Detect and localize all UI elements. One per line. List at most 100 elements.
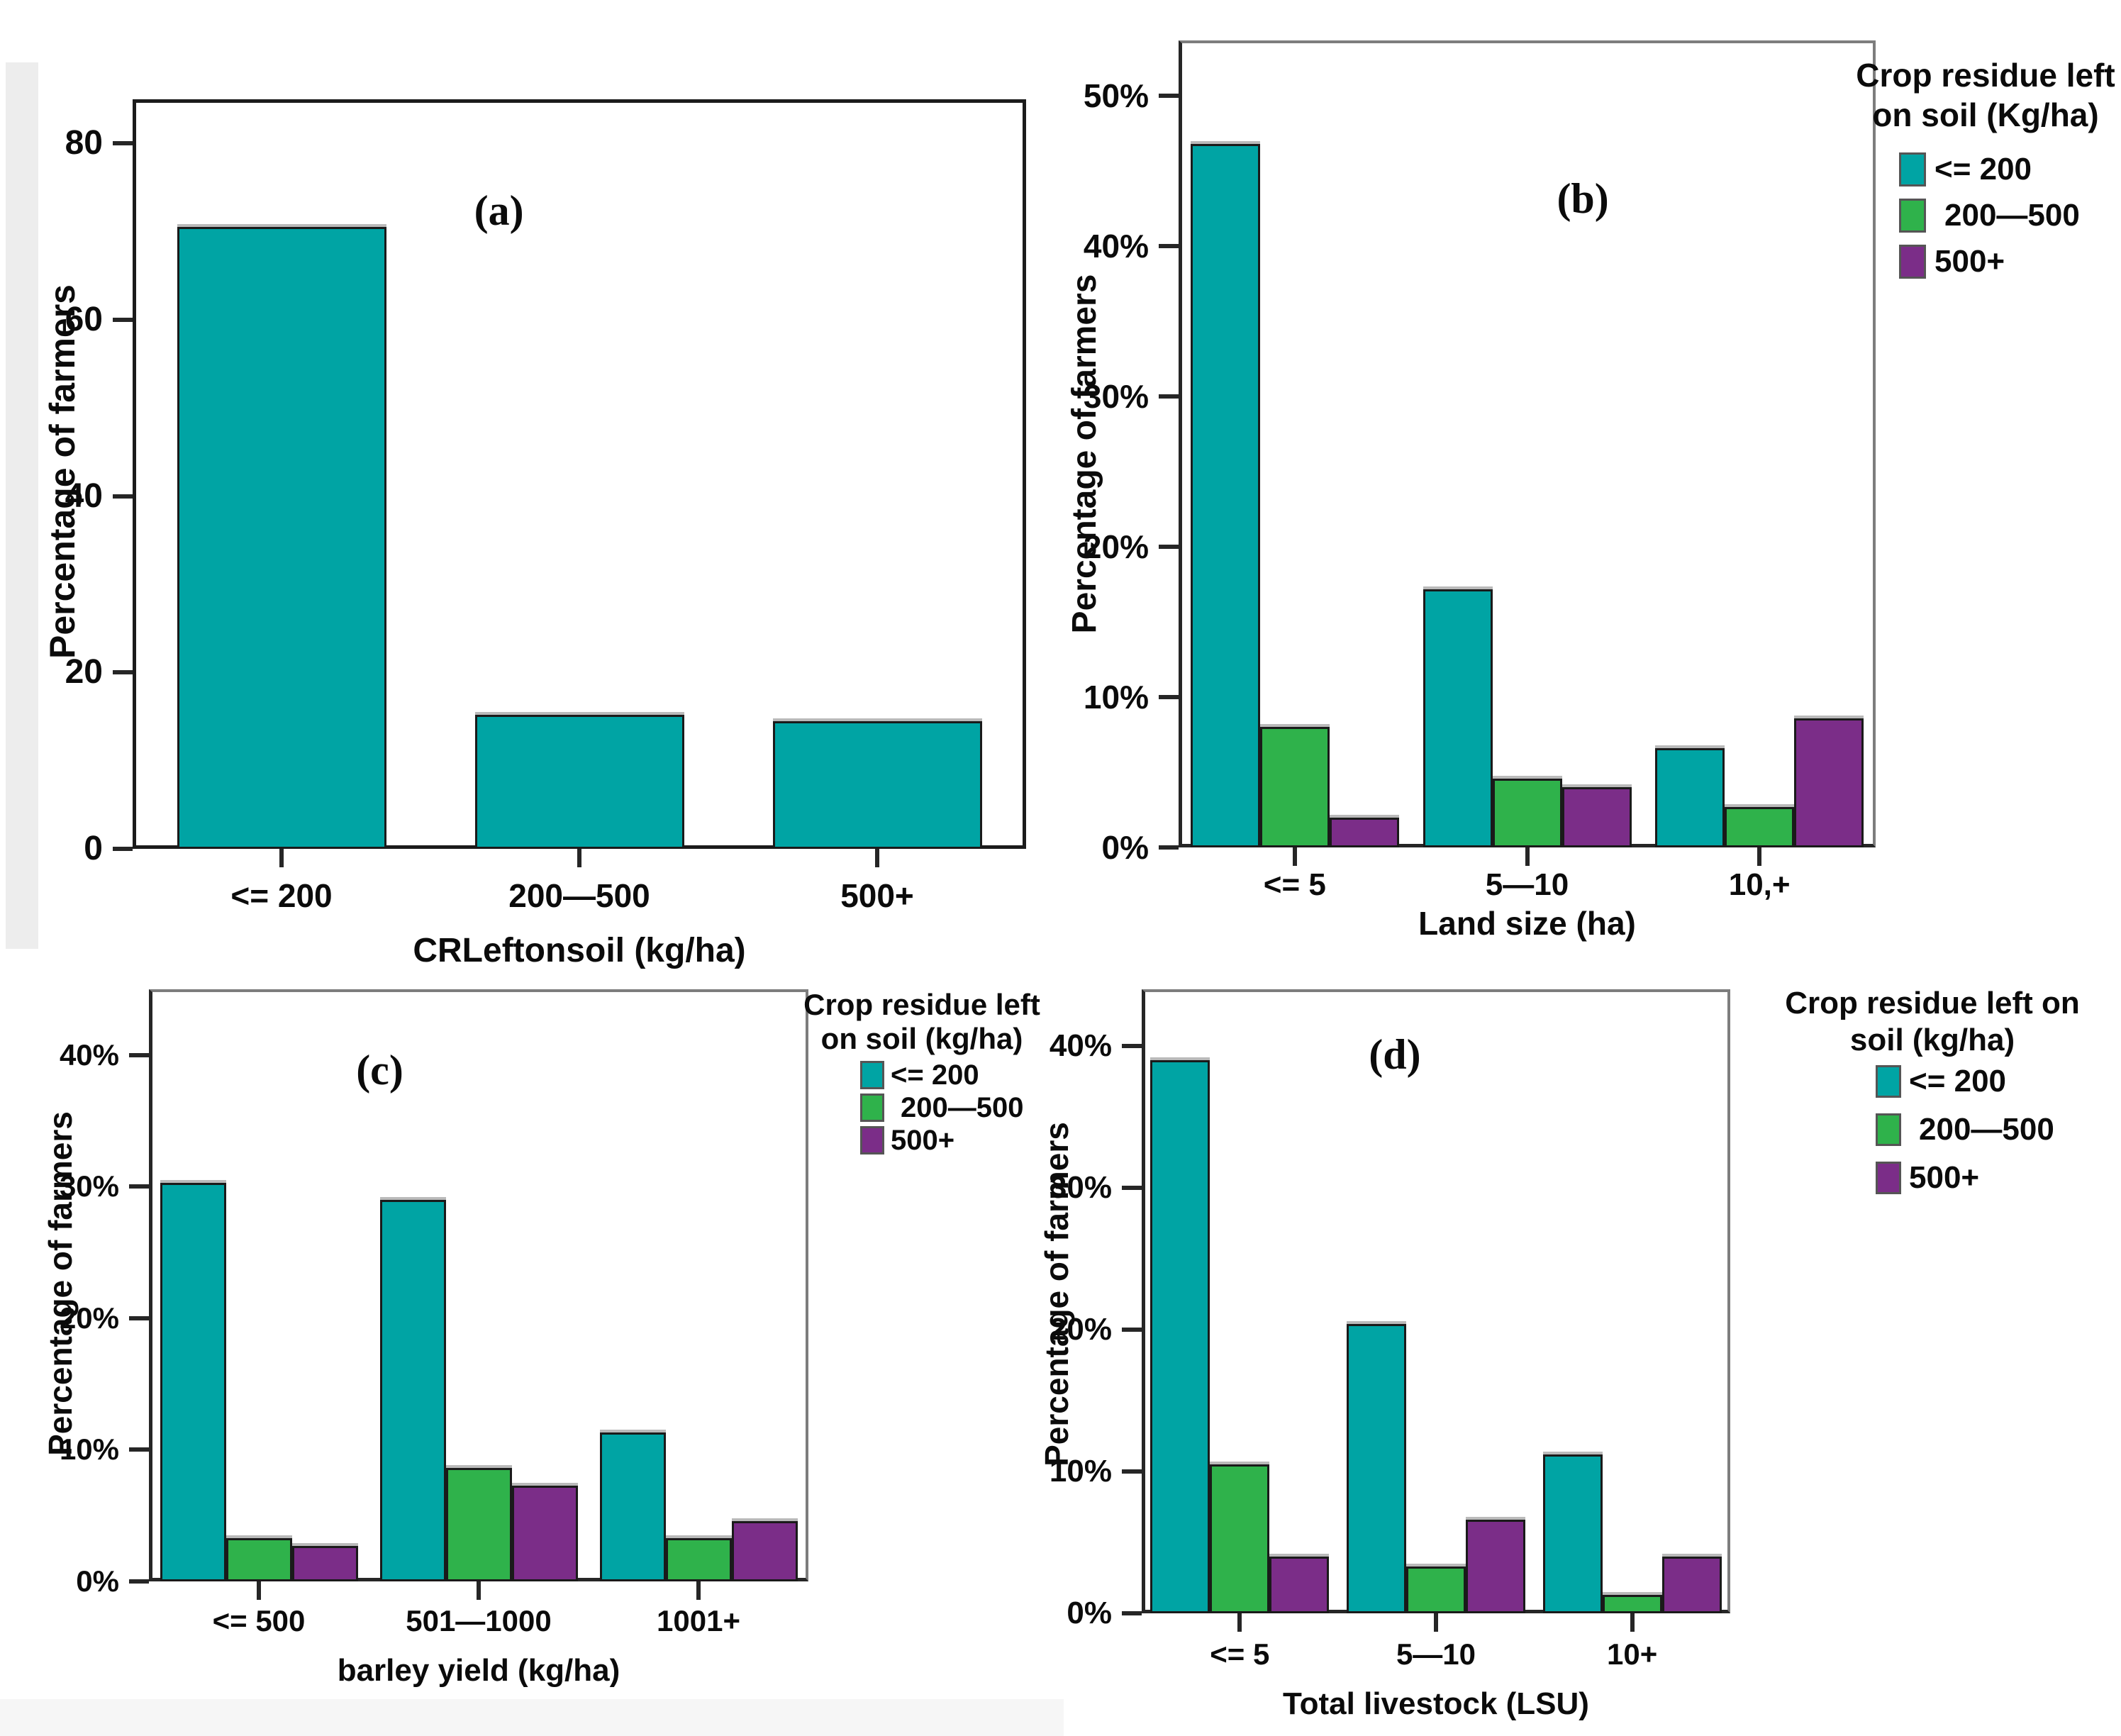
bar-b-cat0-series1 [1259,727,1330,847]
x-axis-title-d: Total livestock (LSU) [1283,1686,1589,1721]
y-tick-mark [113,494,133,499]
x-tick-label: 200—500 [508,877,650,914]
bar-d-cat1-series1 [1406,1567,1466,1613]
bar-c-cat1-series0 [379,1199,446,1581]
y-tick-label: 20 [65,653,103,691]
bar-d-cat2-series0 [1542,1454,1603,1613]
y-tick-label: 80 [65,124,103,162]
bar-b-cat2-series2 [1794,718,1864,847]
y-tick-label: 0% [76,1564,119,1598]
y-tick-label: 40% [1049,1028,1112,1063]
y-tick-label: 40% [1083,228,1149,265]
x-tick-mark [477,1581,481,1600]
legend-swatch-teal [1876,1065,1901,1098]
x-tick-label: 5—10 [1485,867,1569,902]
y-tick-mark [113,670,133,675]
x-tick-mark [279,849,284,867]
bar-c-cat0-series0 [160,1182,226,1581]
bar-d-cat2-series2 [1661,1557,1722,1613]
legend-swatch-green [1876,1113,1901,1146]
y-tick-mark [113,141,133,146]
y-tick-mark [1122,1328,1142,1332]
bar-c-cat2-series2 [731,1520,798,1581]
y-axis-title-a: Percentage of farmers [43,284,82,660]
y-tick-label: 20% [59,1301,119,1335]
legend-swatch-green [1899,199,1926,233]
legend-swatch-teal [860,1061,884,1089]
panel-letter-b: (b) [1557,175,1609,223]
y-tick-label: 50% [1083,77,1149,115]
y-tick-label: 0% [1101,829,1149,866]
x-tick-label: 5—10 [1396,1637,1476,1671]
y-tick-mark [129,1315,149,1320]
y-tick-label: 0 [84,830,103,867]
y-tick-label: 30% [1049,1170,1112,1205]
scan-artifact-bottom [0,1699,1064,1736]
y-tick-label: 20% [1049,1312,1112,1347]
x-tick-label: 1001+ [657,1604,740,1637]
plot-frame-b [1179,40,1876,847]
legend-title-line2-b: on soil (Kg/ha) [1872,96,2099,133]
legend-label: 200—500 [1919,1112,2054,1147]
x-tick-label: <= 5 [1210,1637,1270,1671]
y-tick-mark [1159,94,1179,99]
legend-title-line2-c: on soil (kg/ha) [820,1022,1023,1055]
y-tick-label: 10% [59,1432,119,1467]
y-tick-mark [1122,1044,1142,1048]
y-tick-mark [113,847,133,851]
bar-b-cat1-series0 [1423,589,1493,847]
legend-swatch-purple [860,1126,884,1154]
y-tick-mark [129,1447,149,1452]
bar-d-cat2-series1 [1602,1595,1662,1613]
bar-c-cat1-series1 [445,1468,512,1581]
x-tick-mark [577,849,581,867]
legend-label: <= 200 [891,1059,979,1091]
x-tick-mark [257,1581,261,1600]
legend-label: 500+ [1934,244,2005,279]
panel-letter-d: (d) [1369,1030,1421,1078]
x-tick-mark [1292,847,1297,866]
y-tick-label: 20% [1083,528,1149,566]
y-tick-label: 40% [59,1037,119,1072]
scan-artifact-left [6,62,38,949]
y-tick-mark [1159,845,1179,850]
legend-title-line1-c: Crop residue left [803,988,1040,1021]
x-axis-title-c: barley yield (kg/ha) [337,1653,620,1688]
x-tick-label: 10,+ [1728,867,1791,902]
bar-b-cat0-series0 [1190,144,1260,847]
y-tick-label: 10% [1083,679,1149,716]
legend-swatch-green [860,1094,884,1122]
bar-c-cat2-series1 [665,1537,732,1581]
y-tick-mark [113,317,133,322]
legend-swatch-purple [1899,245,1926,279]
x-tick-label: <= 500 [212,1604,306,1637]
x-tick-label: 10+ [1607,1637,1658,1671]
bar-c-cat1-series2 [511,1485,578,1581]
legend-swatch-purple [1876,1162,1901,1194]
legend-label: 200—500 [1944,198,2080,233]
x-tick-mark [1237,1613,1242,1632]
bar-b-cat2-series0 [1655,748,1725,847]
legend-title-line2-d: soil (kg/ha) [1849,1023,2015,1057]
x-tick-label: 500+ [840,877,914,914]
y-tick-mark [1159,244,1179,249]
bar-b-cat0-series2 [1329,817,1399,847]
bar-b-cat1-series2 [1561,787,1632,847]
y-tick-label: 30% [1083,378,1149,416]
legend-label: <= 200 [1909,1064,2007,1098]
y-tick-mark [1122,1611,1142,1615]
x-tick-mark [1630,1613,1635,1632]
bar-d-cat0-series0 [1150,1060,1210,1613]
bar-a-cat1-series0 [474,714,684,849]
legend-label: 500+ [1909,1160,1980,1195]
y-tick-label: 0% [1067,1596,1112,1630]
y-tick-mark [1159,545,1179,550]
bar-d-cat1-series2 [1466,1520,1525,1613]
bar-a-cat0-series0 [177,227,386,849]
x-tick-label: 501—1000 [406,1604,552,1637]
x-tick-mark [696,1581,701,1600]
panel-letter-c: (c) [356,1046,403,1094]
legend-title-line1-b: Crop residue left [1856,57,2115,94]
bar-a-cat2-series0 [772,720,982,849]
